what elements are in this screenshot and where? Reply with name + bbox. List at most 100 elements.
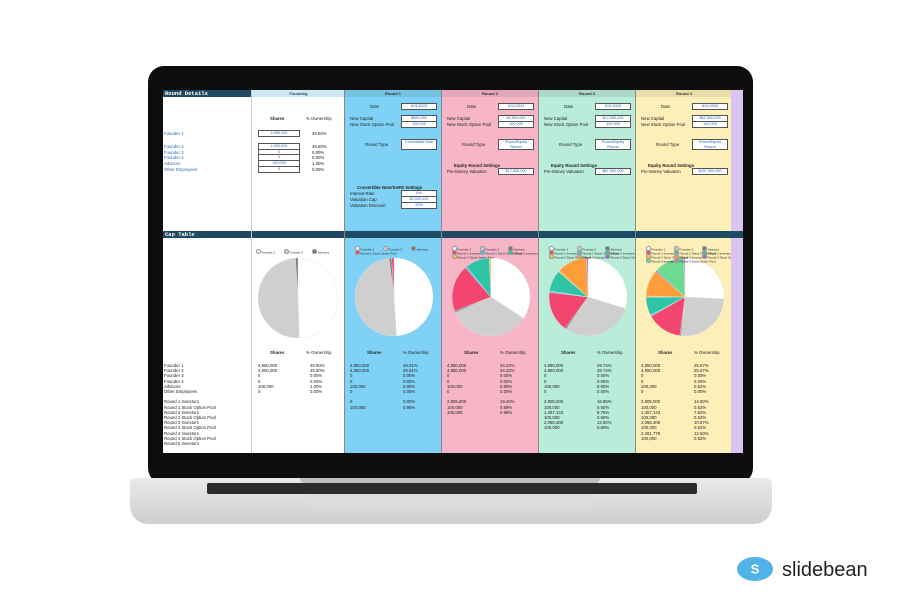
cap-shares-value: 4,950,000 bbox=[447, 363, 467, 368]
cap-pct-value: 0.00% bbox=[597, 378, 610, 384]
stock-option-pool-input[interactable]: 100,000 bbox=[498, 121, 534, 128]
date-input[interactable]: 6/11/2028 bbox=[692, 103, 728, 110]
cap-row-label: Round 3 Stock Option Pool bbox=[164, 425, 216, 431]
setting-input[interactable]: $437,500,000 bbox=[692, 168, 728, 175]
cap-row-label: Founder 1 bbox=[164, 363, 184, 368]
cap-shares-value: 0 bbox=[641, 389, 644, 394]
legend-label: Round 1 Investors bbox=[457, 251, 482, 256]
cap-row-label: Round 3 Investors bbox=[164, 420, 199, 426]
pie-slice bbox=[683, 257, 686, 298]
setting-input[interactable]: $87,500,000 bbox=[595, 168, 631, 175]
cap-pct-value: 0.69% bbox=[500, 404, 513, 410]
legend-item: Founder 2 bbox=[383, 246, 402, 252]
date-label: Date bbox=[564, 104, 574, 109]
settings-title: Equity Round Settings bbox=[551, 163, 598, 168]
stock-option-pool-input[interactable]: 100,000 bbox=[595, 121, 631, 128]
founding-ownership-value: 49.50% bbox=[312, 131, 327, 136]
legend-dot-icon bbox=[355, 250, 360, 255]
cap-pct-value: 0.00% bbox=[500, 373, 513, 379]
legend-label: Round 3 Investors bbox=[679, 255, 704, 260]
cap-shares-label: Shares bbox=[367, 350, 382, 355]
pie-slice bbox=[489, 257, 492, 298]
cap-pct-value: 7.62% bbox=[694, 409, 707, 415]
cap-row-label: Round 1 Investors bbox=[164, 399, 199, 405]
legend-label: Advisors bbox=[513, 247, 526, 252]
round-type-select[interactable]: Priced/Equity Round bbox=[498, 139, 534, 150]
founding-share-input[interactable]: 4,950,000 bbox=[258, 130, 300, 137]
pie-slice bbox=[454, 296, 524, 337]
pie-slice bbox=[565, 296, 626, 337]
founding-share-input[interactable]: 0 bbox=[258, 166, 300, 173]
pie-slice bbox=[393, 257, 434, 337]
cap-pct-value: 0.69% bbox=[500, 383, 513, 389]
legend-item: Round 1 Stock Option Pool bbox=[480, 250, 522, 256]
legend-item: Round 2 Stock Option Pool bbox=[452, 254, 494, 260]
cap-shares-value: 0 bbox=[544, 389, 547, 394]
founding-ownership-value: 0.00% bbox=[312, 155, 325, 160]
legend-dot-icon bbox=[577, 254, 582, 259]
legend-dot-icon bbox=[508, 250, 513, 255]
pie-chart-svg bbox=[257, 257, 339, 339]
date-input[interactable]: 6/11/2026 bbox=[595, 103, 631, 110]
settings-title: Convertible Note/SAFE Settings bbox=[357, 185, 423, 190]
cap-pct-value: 0.00% bbox=[403, 399, 416, 405]
date-label: Date bbox=[370, 104, 380, 109]
round-type-select[interactable]: Priced/Equity Round bbox=[692, 139, 728, 150]
setting-label: Valuation Cap bbox=[350, 197, 377, 202]
founding-ownership-value: 0.00% bbox=[312, 150, 325, 155]
legend-label: Advisors bbox=[610, 247, 623, 252]
founding-row-label: Founder 1 bbox=[164, 131, 184, 136]
legend-label: Round 4 Stock Option Pool bbox=[679, 259, 716, 264]
cap-pct-value: 0.99% bbox=[403, 383, 416, 389]
cap-shares-value: 2,066,306 bbox=[544, 420, 564, 426]
cap-pct-value: 0.60% bbox=[597, 383, 610, 389]
setting-input[interactable]: 20% bbox=[401, 202, 437, 209]
founding-row-label: Advisors bbox=[164, 161, 181, 166]
setting-input[interactable]: $17,500,000 bbox=[498, 168, 534, 175]
date-input[interactable]: 6/11/2023 bbox=[401, 103, 437, 110]
cap-pct-value: 16.85% bbox=[597, 399, 612, 405]
legend-dot-icon bbox=[383, 246, 388, 251]
round-type-label: Round Type bbox=[462, 142, 486, 147]
cap-pct-value: 14.60% bbox=[694, 399, 709, 405]
cap-pct-value: 25.67% bbox=[694, 368, 709, 374]
pie-slice bbox=[295, 257, 299, 299]
cap-shares-value: 0 bbox=[447, 373, 450, 379]
round-type-label: Round Type bbox=[559, 142, 583, 147]
cap-shares-value: 100,000 bbox=[350, 404, 366, 410]
cap-row-label: Round 2 Stock Option Pool bbox=[164, 415, 216, 420]
pie-chart-svg bbox=[451, 257, 531, 337]
pie-slice bbox=[391, 257, 395, 298]
cap-shares-value: 100,000 bbox=[641, 425, 657, 431]
round-column-4: Round 4 Date 6/11/2028 New Capital $62,500,0… bbox=[635, 90, 732, 453]
cap-shares-value: 2,805,000 bbox=[544, 399, 564, 405]
cap-pct-value: 29.74% bbox=[597, 368, 612, 374]
legend-label: Founder 1 bbox=[651, 247, 666, 252]
cap-shares-value: 100,000 bbox=[641, 383, 657, 389]
cap-pct-value: 0.00% bbox=[597, 389, 610, 394]
cap-row-label: Round 5 Investors bbox=[164, 441, 199, 446]
founding-ownership-value: 1.00% bbox=[312, 161, 325, 166]
cap-shares-value: 4,950,000 bbox=[641, 363, 661, 368]
date-input[interactable]: 6/11/2024 bbox=[498, 103, 534, 110]
founding-cap-shares: 4,950,000 bbox=[258, 368, 278, 374]
cap-row-label: Advisors bbox=[164, 383, 181, 389]
legend-label: Round 2 Stock Option Pool bbox=[651, 255, 688, 260]
laptop-keyboard bbox=[207, 483, 697, 494]
legend-label: Round 1 Stock Option Pool bbox=[679, 251, 716, 256]
round-header: Round 4 bbox=[636, 90, 732, 97]
round-type-select[interactable]: Convertible Note bbox=[401, 139, 437, 150]
round-type-select[interactable]: Priced/Equity Round bbox=[595, 139, 631, 150]
stock-option-pool-input[interactable]: 100,000 bbox=[401, 121, 437, 128]
founding-ownership-value: 49.50% bbox=[312, 144, 327, 149]
founding-row-label: Other Employees bbox=[164, 167, 198, 172]
stock-option-pool-input[interactable]: 100,000 bbox=[692, 121, 728, 128]
cap-shares-value: 0 bbox=[447, 378, 450, 384]
cap-shares-value: 4,950,000 bbox=[544, 363, 564, 368]
legend-label: Round 1 Stock Option Pool bbox=[485, 251, 522, 256]
cap-table-band-round bbox=[636, 231, 732, 238]
cap-pct-value: 12.50% bbox=[694, 430, 709, 436]
cap-shares-label: Shares bbox=[464, 350, 479, 355]
round-details-band: Round Details bbox=[163, 90, 251, 97]
legend-label: Founder 2 bbox=[485, 247, 500, 252]
